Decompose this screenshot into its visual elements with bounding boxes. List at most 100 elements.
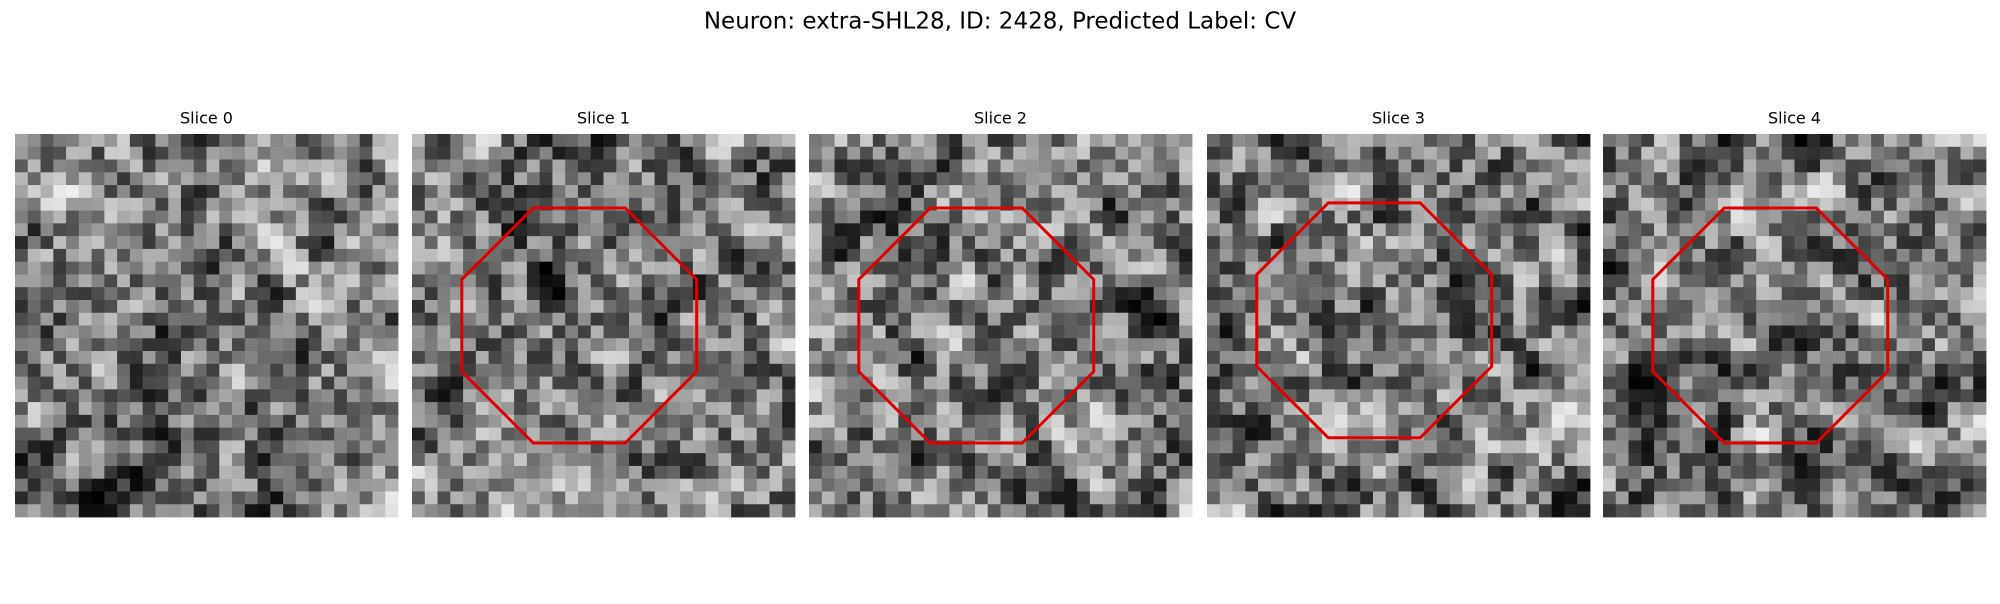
pixel — [1538, 414, 1553, 429]
pixel — [359, 159, 373, 173]
pixel — [1077, 325, 1091, 339]
pixel — [66, 440, 80, 454]
pixel — [974, 299, 989, 314]
pixel — [911, 465, 925, 480]
pixel — [244, 287, 258, 301]
pixel — [1973, 274, 1987, 288]
pixel — [1551, 389, 1565, 403]
pixel — [1705, 223, 1719, 237]
pixel — [1641, 223, 1655, 237]
pixel — [1820, 338, 1834, 352]
pixel — [1051, 351, 1065, 365]
pixel — [1768, 146, 1783, 160]
pixel — [321, 185, 335, 199]
pixel — [1102, 491, 1116, 505]
pixel — [834, 351, 848, 365]
pixel — [1679, 236, 1693, 250]
pixel — [244, 146, 258, 160]
pixel — [463, 402, 477, 416]
pixel — [949, 159, 963, 173]
pixel — [1654, 134, 1668, 148]
pixel — [501, 146, 515, 160]
pixel — [1679, 248, 1693, 263]
pixel — [692, 159, 707, 173]
pixel — [244, 414, 258, 429]
pixel — [1245, 427, 1259, 441]
pixel — [1153, 478, 1167, 492]
pixel — [463, 325, 477, 339]
pixel — [1153, 453, 1167, 467]
pixel — [1896, 376, 1910, 390]
pixel — [654, 210, 668, 224]
pixel — [475, 223, 489, 237]
pixel — [1679, 389, 1693, 403]
pixel — [1283, 287, 1297, 301]
pixel — [872, 312, 886, 326]
pixel — [1551, 465, 1565, 480]
pixel — [1270, 299, 1284, 314]
pixel — [872, 465, 886, 480]
pixel — [1424, 299, 1438, 314]
pixel — [193, 338, 207, 352]
pixel — [1372, 223, 1387, 237]
pixel — [923, 236, 938, 250]
pixel — [718, 478, 732, 492]
pixel — [565, 261, 579, 275]
pixel — [1564, 287, 1578, 301]
pixel — [1743, 274, 1757, 288]
pixel — [244, 440, 258, 454]
pixel — [117, 185, 131, 199]
pixel — [1153, 197, 1167, 211]
pixel — [1666, 338, 1680, 352]
pixel — [1296, 351, 1310, 365]
pixel — [641, 185, 655, 199]
pixel — [1398, 338, 1412, 352]
pixel — [27, 465, 41, 480]
pixel — [15, 325, 29, 339]
pixel — [1871, 414, 1885, 429]
pixel — [769, 402, 783, 416]
pixel — [78, 134, 92, 148]
pixel — [232, 261, 246, 275]
pixel — [705, 389, 719, 403]
pixel — [1258, 223, 1272, 237]
pixel — [898, 440, 912, 454]
pixel — [1128, 351, 1142, 365]
pixel — [1207, 402, 1221, 416]
pixel — [847, 478, 861, 492]
pixel — [1666, 363, 1680, 377]
pixel — [412, 248, 426, 263]
pixel — [1615, 248, 1629, 263]
pixel — [962, 248, 976, 263]
pixel — [1845, 491, 1859, 505]
pixel — [1666, 248, 1680, 263]
pixel — [1807, 338, 1821, 352]
pixel — [1807, 363, 1821, 377]
pixel — [1334, 338, 1348, 352]
pixel — [847, 261, 861, 275]
pixel — [1166, 351, 1180, 365]
pixel — [142, 325, 156, 339]
pixel — [193, 363, 207, 377]
pixel — [718, 134, 732, 148]
pixel — [1756, 351, 1770, 365]
pixel — [654, 299, 668, 314]
pixel — [372, 414, 386, 429]
pixel — [1385, 414, 1399, 429]
pixel — [590, 389, 604, 403]
pixel — [1128, 210, 1142, 224]
pixel — [577, 453, 592, 467]
pixel — [1296, 338, 1310, 352]
pixel — [590, 414, 604, 429]
pixel — [1153, 236, 1167, 250]
pixel — [821, 465, 835, 480]
pixel — [565, 299, 579, 314]
pixel — [692, 478, 707, 492]
pixel — [372, 146, 386, 160]
pixel — [1705, 236, 1719, 250]
pixel — [1089, 504, 1104, 518]
pixel — [1820, 299, 1834, 314]
pixel — [1679, 146, 1693, 160]
pixel — [463, 172, 477, 186]
pixel — [1743, 299, 1757, 314]
